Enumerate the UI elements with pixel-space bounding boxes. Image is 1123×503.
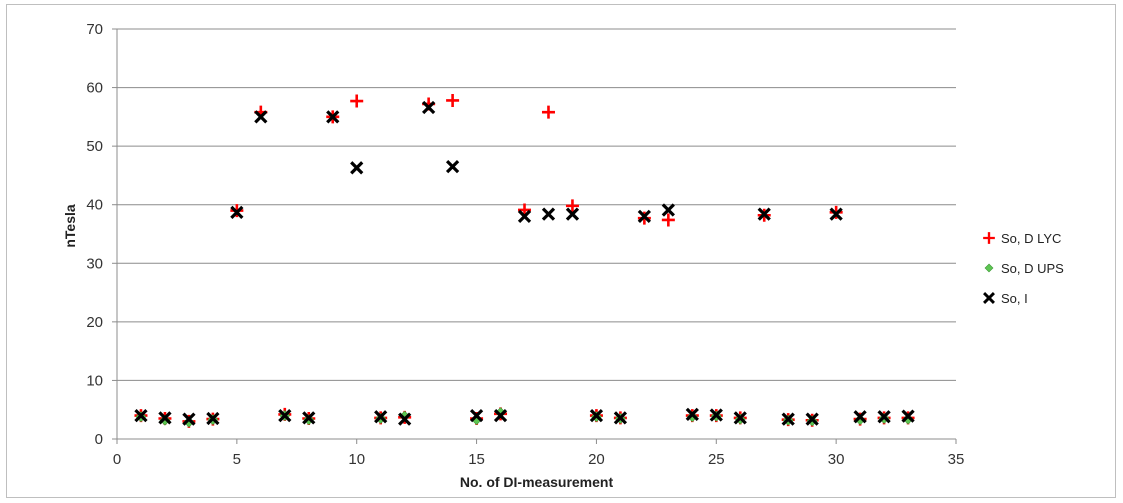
y-tick-labels: 0 10 20 30 40 50 60 70 [86, 21, 103, 448]
data-point-x [805, 412, 819, 426]
legend: So, D LYC So, D UPS So, I [983, 231, 1064, 306]
series-plus [134, 93, 915, 428]
x-tick-label: 30 [828, 451, 845, 468]
series-diamond [135, 407, 914, 428]
data-point-x [445, 160, 460, 174]
x-tick-label: 25 [708, 451, 725, 468]
x-tick-label: 5 [233, 451, 241, 468]
data-point-x [469, 408, 484, 423]
data-point-x [853, 410, 867, 424]
y-tick-label: 0 [95, 431, 103, 448]
legend-label: So, I [1001, 291, 1028, 306]
data-point-x [278, 408, 292, 423]
x-tick-label: 10 [348, 451, 365, 468]
gridlines [117, 28, 956, 381]
legend-entry: So, I [983, 291, 1028, 306]
data-point-x [517, 209, 532, 224]
data-point-plus [350, 94, 364, 108]
data-point-x [685, 407, 699, 422]
y-tick-label: 70 [86, 21, 103, 38]
data-point-x [589, 408, 604, 423]
data-point-diamond [159, 414, 171, 426]
data-point-x [350, 161, 364, 175]
y-tick-label: 50 [86, 138, 103, 155]
legend-label: So, D LYC [1001, 231, 1061, 246]
x-tick-label: 35 [948, 451, 965, 468]
data-point-x [829, 207, 843, 221]
data-point-plus [565, 199, 579, 213]
data-point-x [493, 408, 508, 423]
legend-marker-x [983, 292, 995, 304]
data-point-x [637, 209, 652, 224]
axes [112, 28, 957, 444]
data-point-x [206, 411, 220, 426]
x-tick-label: 20 [588, 451, 605, 468]
data-point-x [661, 203, 675, 217]
x-axis-title: No. of DI-measurement [460, 474, 614, 490]
scatter-chart: 0 10 20 30 40 50 60 70 0 5 10 15 20 25 30 35 nTesla No… [62, 21, 1064, 490]
data-point-x [709, 408, 723, 422]
data-point-x [565, 207, 580, 221]
data-point-x [182, 412, 196, 426]
data-point-x [541, 207, 556, 221]
data-point-x [230, 205, 244, 219]
data-point-x [613, 411, 628, 425]
data-point-x [901, 409, 915, 423]
series-x [134, 100, 915, 426]
data-markers [134, 93, 915, 428]
data-point-x [326, 110, 340, 124]
legend-entry: So, D LYC [983, 231, 1061, 246]
data-point-x [781, 412, 795, 426]
data-point-plus [661, 213, 675, 227]
x-tick-label: 0 [113, 451, 121, 468]
legend-label: So, D UPS [1001, 261, 1064, 276]
data-point-plus [541, 105, 555, 119]
y-tick-label: 20 [86, 314, 103, 331]
data-point-x [254, 110, 268, 124]
legend-marker-diamond [984, 263, 994, 273]
y-tick-label: 30 [86, 255, 103, 272]
data-point-x [421, 100, 436, 115]
y-tick-label: 60 [86, 80, 103, 97]
data-point-x [733, 411, 747, 425]
legend-marker-plus [983, 232, 995, 244]
data-point-plus [446, 93, 460, 107]
data-point-x [302, 411, 316, 425]
data-point-x [134, 408, 148, 423]
chart-frame: 0 10 20 30 40 50 60 70 0 5 10 15 20 25 30 35 nTesla No… [6, 4, 1116, 498]
y-tick-label: 10 [86, 372, 103, 389]
legend-entry: So, D UPS [984, 261, 1064, 276]
y-tick-label: 40 [86, 197, 103, 214]
x-tick-label: 15 [468, 451, 485, 468]
data-point-diamond [686, 411, 698, 423]
data-point-x [398, 412, 412, 426]
data-point-x [158, 411, 172, 425]
x-tick-labels: 0 5 10 15 20 25 30 35 [113, 451, 965, 468]
data-point-x [877, 410, 891, 424]
data-point-x [374, 410, 388, 424]
y-axis-title: nTesla [62, 204, 78, 248]
data-point-x [757, 207, 771, 221]
